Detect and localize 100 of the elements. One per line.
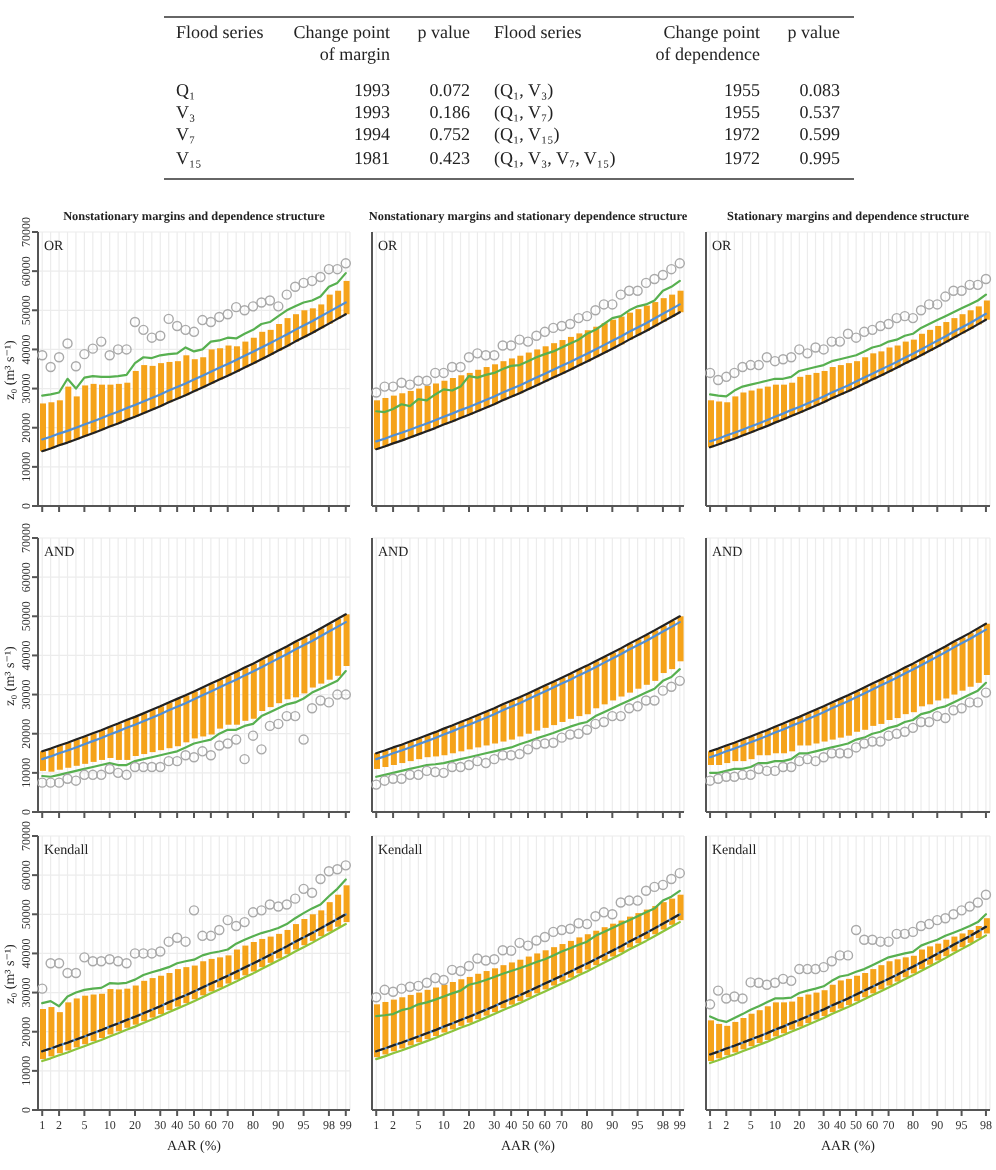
point [623,703,635,714]
bar [748,1013,755,1047]
point [489,753,500,765]
point [745,359,756,371]
point [413,769,424,781]
bar [789,1001,796,1030]
bar [82,995,89,1045]
point [214,311,225,323]
point [79,348,90,360]
bar [567,673,574,719]
point [522,744,534,755]
point [932,299,943,310]
point [753,763,764,775]
point [480,955,492,966]
point [834,748,846,759]
point [438,974,449,986]
point [62,338,73,349]
bar [390,999,397,1052]
point [197,746,208,757]
point [188,751,200,763]
point [37,350,48,361]
bar [40,403,46,452]
point [573,918,584,929]
point [842,328,854,339]
point [745,769,756,781]
line-series [41,301,347,441]
point [891,312,902,324]
point [112,767,124,779]
point [769,355,781,367]
bar [90,383,97,434]
bar [813,709,820,744]
point [247,907,259,918]
point [548,926,559,938]
point [171,932,183,943]
bar [559,677,566,722]
line-series [41,878,347,1008]
point [379,984,390,996]
point [964,697,975,708]
point [323,697,335,708]
point [850,742,862,753]
bar [208,958,215,992]
point [745,977,756,988]
bar [959,637,966,691]
point [907,926,919,938]
point [112,956,124,967]
point [964,901,975,912]
point [632,701,643,712]
point [649,881,660,893]
text: (Q₁, V₇) [494,101,554,125]
bar [82,385,89,437]
bar [845,978,852,1006]
point [514,937,525,949]
point [737,361,748,373]
point [230,920,242,932]
point [615,897,626,908]
bar [208,683,215,735]
point [794,344,805,355]
text: 1955 [724,101,760,125]
bar [174,698,181,747]
point [230,301,242,313]
point [489,350,500,361]
point [298,883,309,895]
bar [492,708,499,744]
point [129,761,141,773]
point [298,734,309,745]
point [842,950,854,961]
text: 0.599 [799,124,840,148]
text: Q₁ [176,79,196,102]
point [932,710,943,722]
point [387,986,399,997]
text: 1981 [354,147,390,171]
point [421,765,433,777]
point [79,952,90,963]
point [472,953,483,964]
bar [951,641,958,695]
bar [677,616,684,662]
bar [740,392,747,436]
line-series [41,272,347,397]
bar [918,659,925,707]
point [197,930,208,942]
text: (Q₁, V₃) [494,79,554,102]
bar [542,685,549,728]
point [623,895,635,906]
text: 0.752 [429,124,470,148]
point [834,950,846,961]
point [264,899,276,910]
text: V₃ [176,101,196,125]
bar [40,1009,46,1060]
point [802,963,813,975]
point [163,755,174,767]
point [205,316,217,328]
bar [724,1025,731,1056]
point [948,909,959,920]
bar [166,973,173,1011]
text: Change point of dependence [653,22,760,68]
point [96,336,107,347]
text: 0.537 [799,101,840,125]
bar [772,1002,779,1037]
bar [149,709,156,753]
point [769,977,781,988]
